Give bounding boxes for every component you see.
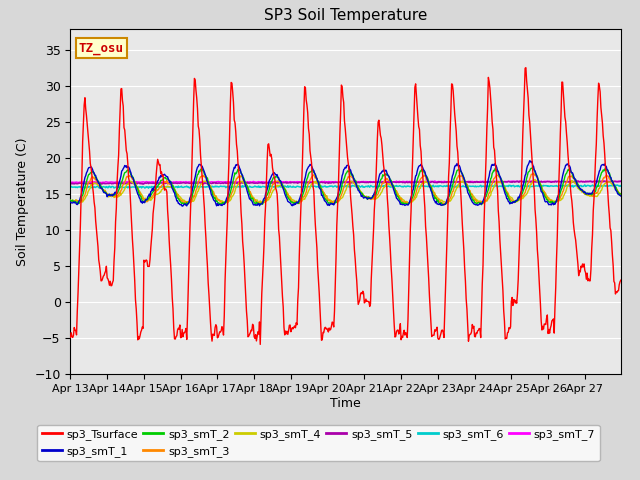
Text: TZ_osu: TZ_osu [79,42,124,55]
Legend: sp3_Tsurface, sp3_smT_1, sp3_smT_2, sp3_smT_3, sp3_smT_4, sp3_smT_5, sp3_smT_6, : sp3_Tsurface, sp3_smT_1, sp3_smT_2, sp3_… [37,425,600,461]
X-axis label: Time: Time [330,397,361,410]
Title: SP3 Soil Temperature: SP3 Soil Temperature [264,9,428,24]
Y-axis label: Soil Temperature (C): Soil Temperature (C) [16,137,29,266]
